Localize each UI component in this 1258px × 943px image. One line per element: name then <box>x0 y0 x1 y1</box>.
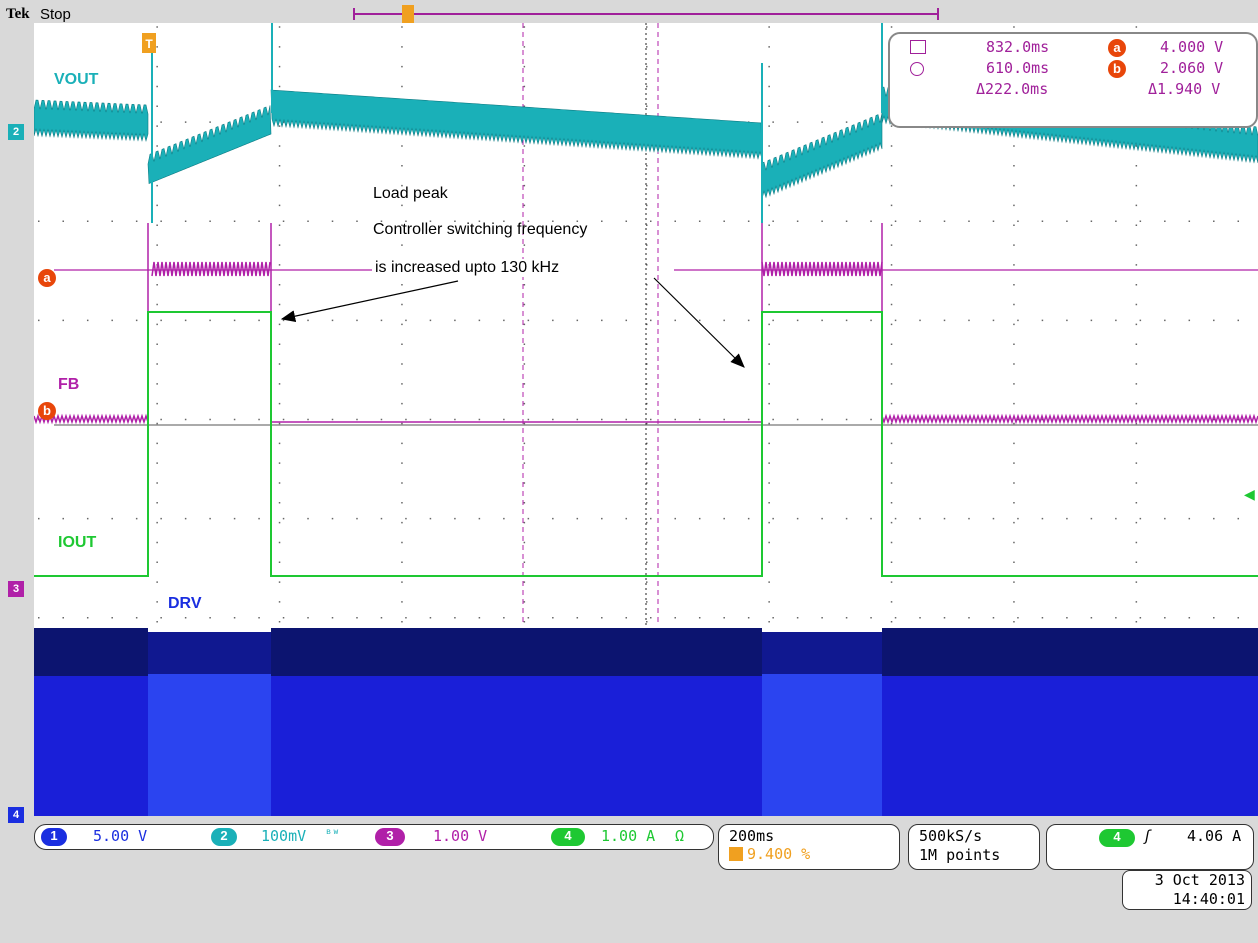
timebase-box[interactable]: 200ms 9.400 % <box>718 824 900 870</box>
trigger-position-icon <box>729 847 743 861</box>
bandwidth-limit-icon: ᴮᵂ <box>325 827 340 841</box>
channel-3-chip[interactable]: 3 <box>375 828 405 846</box>
vout-segment-1 <box>34 99 149 143</box>
arrow-to-load-peak-2 <box>653 277 745 368</box>
iout-label: IOUT <box>58 534 97 551</box>
termination-icon: Ω <box>675 827 685 845</box>
acquisition-state: Stop <box>40 6 71 23</box>
trigger-level: 4.06 A <box>1187 827 1242 845</box>
waveform-canvas <box>34 23 1258 816</box>
annotation-switching-frequency: Controller switching frequency <box>373 221 588 238</box>
channel-1-chip[interactable]: 1 <box>41 828 67 846</box>
trigger-time-marker[interactable]: T <box>142 33 156 53</box>
channel-3-ground-marker[interactable]: 3 <box>8 581 24 597</box>
cursor-readout: 832.0ms 610.0ms Δ222.0ms a b 4.000 V 2.0… <box>888 32 1258 128</box>
vout-segment-4 <box>761 112 883 200</box>
channel-3-scale: 1.00 V <box>433 827 488 845</box>
cursor-square-icon <box>910 40 926 54</box>
annotation-frequency-value: is increased upto 130 kHz <box>373 259 566 277</box>
acquisition-box[interactable]: 500kS/s 1M points <box>908 824 1040 870</box>
datetime-box: 3 Oct 2013 14:40:01 <box>1122 870 1252 910</box>
vout-label: VOUT <box>54 71 99 88</box>
fb-segment-2 <box>151 261 271 277</box>
sample-rate: 500kS/s <box>919 827 983 845</box>
drv-label: DRV <box>168 595 202 612</box>
date-display: 3 Oct 2013 <box>1154 871 1245 889</box>
fb-segment-5 <box>881 413 1258 425</box>
trigger-level-arrow-icon[interactable]: ◀ <box>1244 487 1255 503</box>
channel-2-scale: 100mV <box>261 827 307 845</box>
channel-2-ground-marker[interactable]: 2 <box>8 124 24 140</box>
channel-4-ground-marker[interactable]: 4 <box>8 807 24 823</box>
drv-top-edge <box>34 626 1258 628</box>
trigger-box[interactable]: 4 ʃ 4.06 A <box>1046 824 1254 870</box>
cursor-volt-a: 4.000 V <box>1160 38 1224 56</box>
arrow-to-load-peak-1 <box>280 280 459 323</box>
trigger-channel-chip: 4 <box>1099 829 1135 847</box>
channel-scale-bar: 1 5.00 V 2 100mV ᴮᵂ 3 1.00 V 4 1.00 A Ω <box>34 824 714 850</box>
drv-dense-2 <box>762 632 882 674</box>
record-length: 1M points <box>919 846 1001 864</box>
ref-b-marker[interactable]: b <box>38 402 56 420</box>
ref-a-marker[interactable]: a <box>38 269 56 287</box>
channel-1-scale: 5.00 V <box>93 827 148 845</box>
time-display: 14:40:01 <box>1172 890 1245 908</box>
timebase-position: 9.400 % <box>747 845 811 863</box>
channel-4-scale: 1.00 A <box>601 827 656 845</box>
cursor-time-a: 832.0ms <box>986 38 1050 56</box>
annotation-load-peak: Load peak <box>373 185 448 202</box>
waveform-screen[interactable]: T VOUT FB IOUT DRV Load peak Controller … <box>34 23 1258 816</box>
drv-dense-1 <box>148 632 271 674</box>
channel-4-chip[interactable]: 4 <box>551 828 585 846</box>
trigger-slope-icon: ʃ <box>1143 827 1153 845</box>
brand-logo: Tek <box>6 6 30 22</box>
fb-label: FB <box>58 376 80 393</box>
cursor-time-b: 610.0ms <box>986 59 1050 77</box>
trigger-position-marker <box>402 5 414 23</box>
cursor-volt-delta: Δ1.940 V <box>1148 80 1221 98</box>
ref-a-icon: a <box>1108 39 1126 57</box>
ref-b-icon: b <box>1108 60 1126 78</box>
channel-2-chip[interactable]: 2 <box>211 828 237 846</box>
timebase-scale: 200ms <box>729 827 775 845</box>
fb-segment-4 <box>761 261 883 277</box>
cursor-circle-icon <box>910 62 924 76</box>
fb-segment-1 <box>34 413 149 425</box>
iout-trace <box>34 311 1258 577</box>
cursor-time-delta: Δ222.0ms <box>976 80 1049 98</box>
vout-segment-2 <box>147 105 272 185</box>
cursor-volt-b: 2.060 V <box>1160 59 1224 77</box>
vout-segment-3 <box>270 89 763 160</box>
record-position-bar[interactable] <box>350 4 944 24</box>
